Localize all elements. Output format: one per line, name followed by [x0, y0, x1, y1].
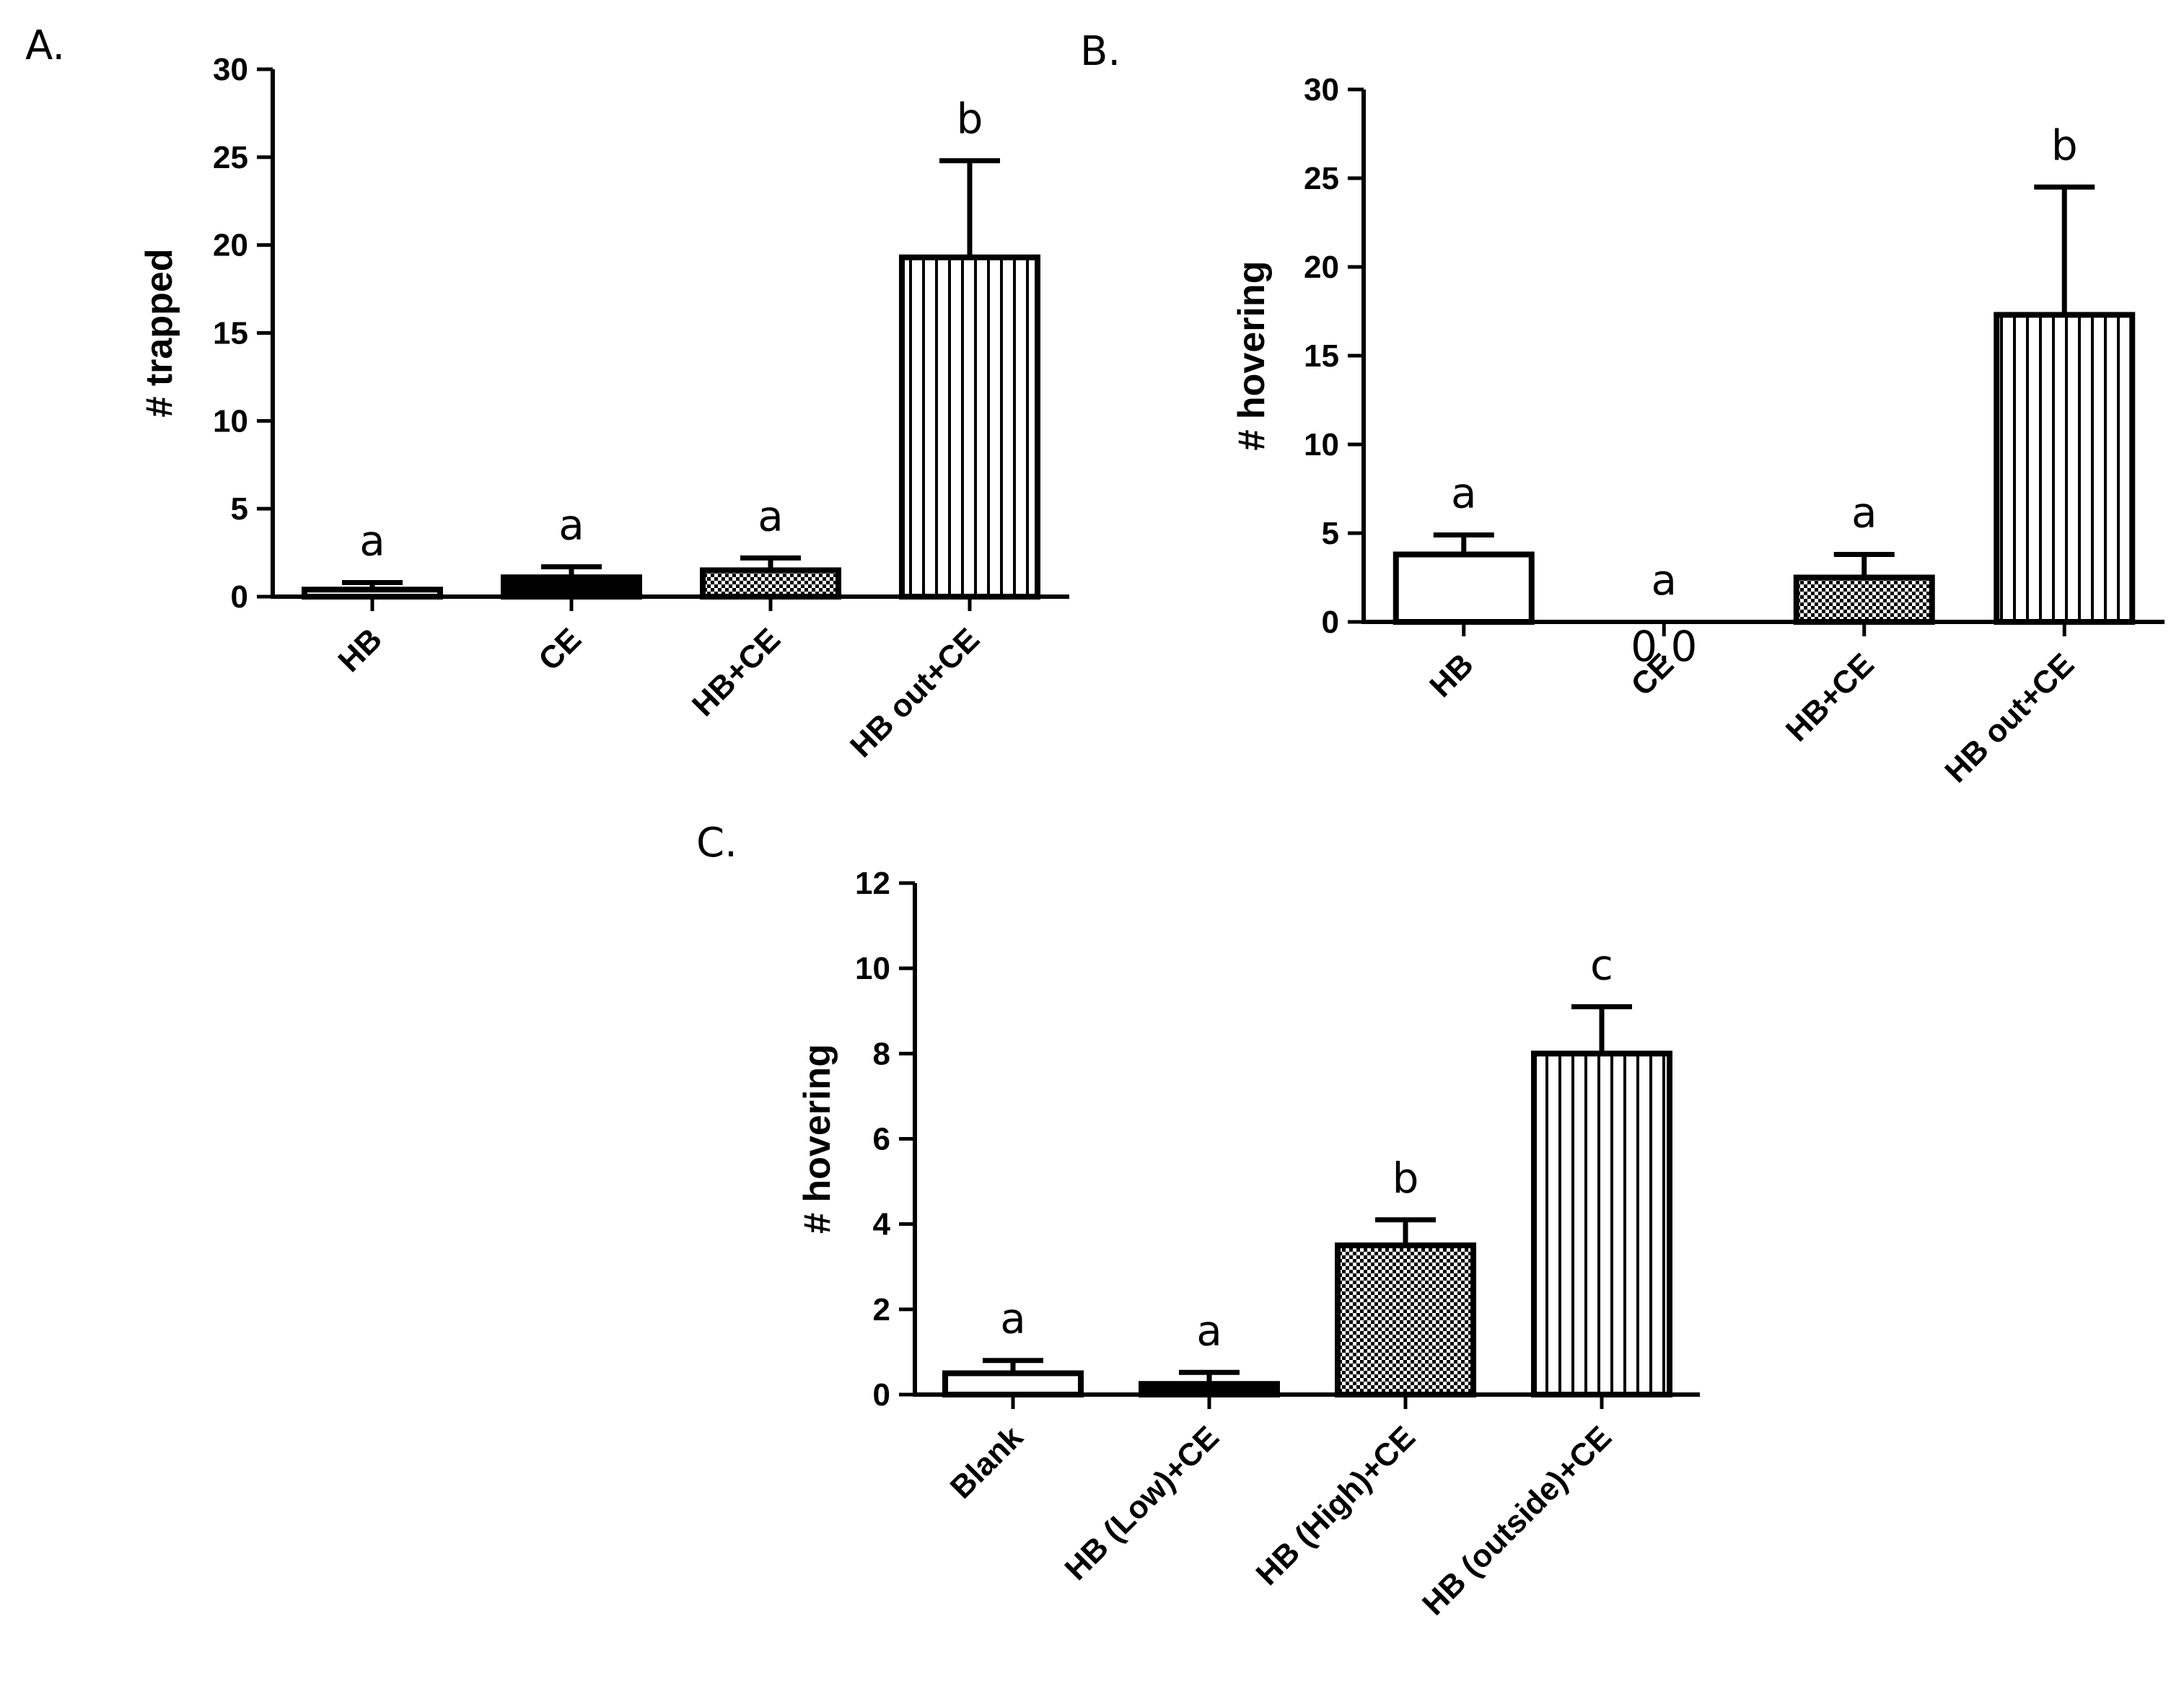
significance-letter: a — [359, 517, 385, 566]
bar — [501, 574, 642, 600]
category-label: HB out+CE — [843, 621, 986, 764]
significance-letter: b — [957, 95, 983, 144]
y-tick-label: 15 — [213, 316, 248, 351]
bar — [1139, 1381, 1280, 1397]
y-tick-label: 20 — [1304, 250, 1339, 285]
y-axis-title: # hovering — [1231, 261, 1273, 451]
y-tick-label: 6 — [873, 1122, 890, 1157]
y-tick-label: 2 — [873, 1292, 890, 1327]
y-axis-title: # trapped — [139, 248, 180, 417]
y-axis-title: # hovering — [797, 1044, 838, 1234]
y-tick-label: 30 — [213, 52, 248, 87]
bar — [1531, 1050, 1672, 1398]
significance-letter: a — [1851, 488, 1877, 537]
y-tick-label: 10 — [213, 403, 248, 439]
category-label: CE — [532, 621, 588, 677]
bar — [1793, 574, 1935, 625]
chart-a: A. # trapped 0 5 10 15 20 25 30 a HB a CE a HB+CE b HB o… — [25, 22, 1069, 764]
panel-label: C. — [696, 820, 737, 866]
y-tick-label: 25 — [213, 140, 248, 175]
y-tick-label: 5 — [1322, 516, 1339, 551]
category-label: HB+CE — [685, 621, 787, 723]
y-tick-label: 20 — [213, 228, 248, 263]
y-tick-label: 25 — [1304, 161, 1339, 196]
y-tick-label: 0 — [873, 1377, 890, 1413]
bar — [700, 567, 841, 600]
y-tick-label: 10 — [1304, 427, 1339, 462]
bar — [1393, 551, 1535, 626]
y-tick-label: 30 — [1304, 72, 1339, 107]
significance-letter: a — [1000, 1294, 1026, 1343]
y-tick-label: 10 — [855, 951, 890, 986]
category-label: HB (High)+CE — [1250, 1419, 1422, 1592]
significance-letter: a — [558, 501, 584, 550]
category-label: HB (Low)+CE — [1058, 1419, 1227, 1587]
significance-letter: a — [1196, 1306, 1222, 1355]
bar — [1994, 312, 2136, 625]
significance-letter: c — [1590, 940, 1613, 989]
panel-label: B. — [1080, 28, 1120, 75]
category-label: HB — [1423, 646, 1481, 704]
bar — [1335, 1242, 1476, 1398]
category-label: HB out+CE — [1938, 646, 2081, 789]
y-tick-label: 5 — [231, 491, 248, 527]
significance-letter: a — [1651, 556, 1677, 605]
y-tick-label: 12 — [855, 866, 890, 901]
significance-letter: b — [2051, 120, 2078, 170]
chart-b: B.# hovering051015202530aHBa0.0CEaHB+CEb… — [1080, 28, 2165, 789]
category-label: Blank — [944, 1419, 1030, 1506]
panel-label: A. — [25, 22, 65, 69]
y-tick-label: 4 — [873, 1207, 891, 1242]
y-tick-label: 0 — [1322, 605, 1339, 640]
category-label: HB — [331, 621, 389, 679]
bar — [302, 587, 443, 600]
y-tick-label: 8 — [873, 1036, 890, 1071]
y-tick-label: 15 — [1304, 338, 1339, 374]
chart-c: C. # hovering 0 2 4 6 8 10 12 a Blank a HB (Low)+CE b… — [696, 820, 1700, 1622]
category-label: HB+CE — [1779, 646, 1881, 748]
significance-letter: a — [758, 491, 784, 540]
bar — [942, 1370, 1084, 1398]
bar — [899, 254, 1040, 600]
significance-letter: a — [1451, 468, 1477, 517]
significance-letter: b — [1393, 1154, 1419, 1203]
category-label: HB (outside)+CE — [1416, 1419, 1618, 1622]
y-tick-label: 0 — [231, 579, 248, 615]
